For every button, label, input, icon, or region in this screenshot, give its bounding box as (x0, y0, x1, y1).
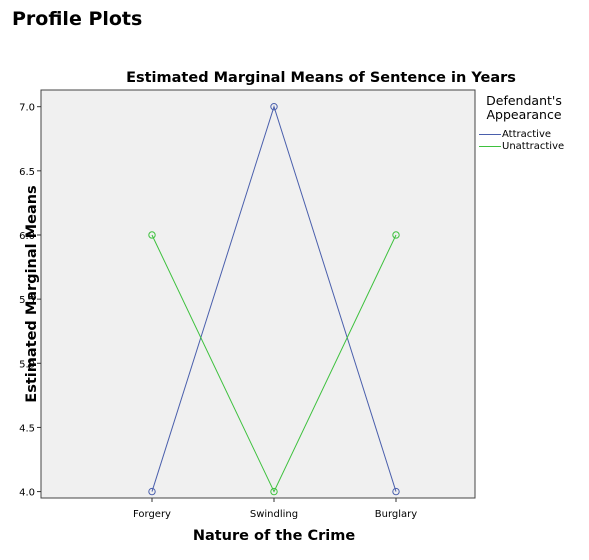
legend-label-unattractive: Unattractive (502, 141, 565, 152)
legend-title-line1: Defendant's (486, 93, 562, 108)
y-tick-label: 4.5 (19, 423, 35, 434)
y-axis-label: Estimated Marginal Means (24, 185, 40, 402)
data-point-unattractive (270, 487, 278, 496)
x-tick-label-swindling: Swindling (250, 509, 298, 520)
data-point-unattractive (148, 231, 156, 239)
y-tick-label: 7.0 (19, 103, 35, 114)
legend-item-unattractive: Unattractive (479, 141, 564, 153)
y-axis: 4.0 4.5 5.0 5.5 6.0 6.5 7.0 (19, 103, 41, 499)
x-tick-label-forgery: Forgery (133, 509, 171, 520)
y-tick-label: 6.5 (19, 167, 35, 178)
series-line-unattractive (151, 234, 397, 493)
series-line-attractive (151, 105, 397, 492)
legend-item-attractive: Attractive (479, 129, 551, 141)
data-point-unattractive (392, 231, 400, 239)
legend-title: Defendant's Appearance (478, 94, 570, 122)
data-point-attractive (392, 487, 400, 496)
x-axis: Forgery Swindling Burglary (133, 498, 417, 520)
legend-title-line2: Appearance (486, 107, 562, 122)
legend-swatch-unattractive (479, 145, 501, 147)
x-tick-label-burglary: Burglary (375, 509, 417, 520)
chart-title: Estimated Marginal Means of Sentence in … (126, 70, 516, 86)
section-title: Profile Plots (12, 8, 143, 30)
y-tick-label: 5.0 (19, 359, 35, 370)
legend-swatch-attractive (479, 133, 501, 135)
data-point-attractive (270, 102, 278, 111)
plot-area (40, 89, 476, 499)
legend-label-attractive: Attractive (502, 129, 552, 140)
data-point-attractive (148, 487, 156, 496)
y-tick-label: 4.0 (19, 488, 35, 499)
x-axis-label: Nature of the Crime (193, 528, 356, 544)
y-tick-label: 6.0 (19, 231, 35, 242)
y-tick-label: 5.5 (19, 295, 35, 306)
series-layer (148, 102, 400, 496)
